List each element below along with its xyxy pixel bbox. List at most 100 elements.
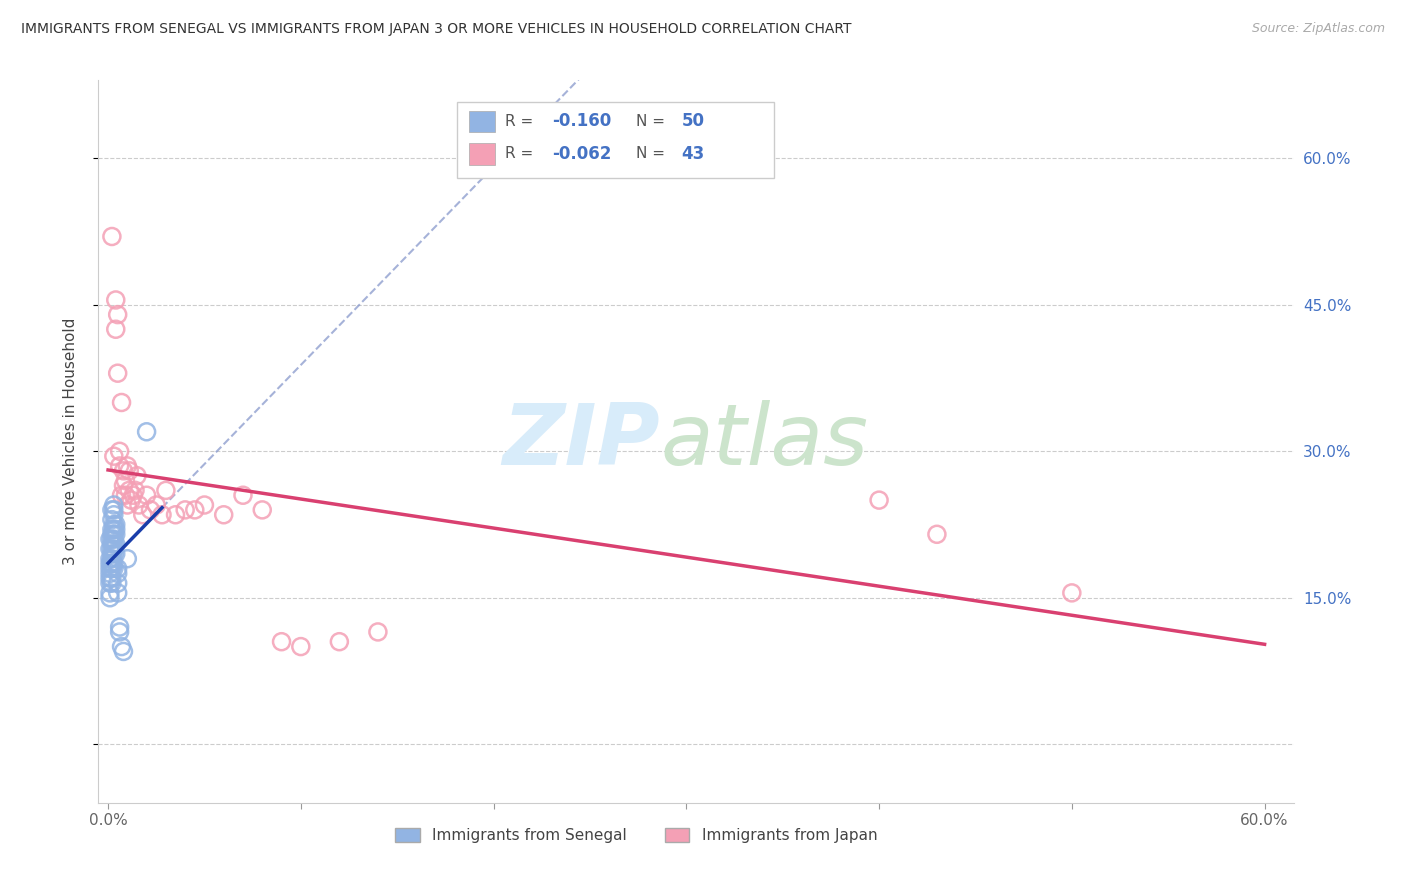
Point bbox=[103, 537, 125, 551]
Point bbox=[101, 527, 124, 541]
Text: -0.160: -0.160 bbox=[553, 112, 612, 130]
Point bbox=[112, 644, 135, 658]
Point bbox=[104, 537, 127, 551]
Point bbox=[135, 488, 157, 502]
Point bbox=[117, 458, 139, 473]
Text: -0.062: -0.062 bbox=[553, 145, 612, 163]
Point bbox=[98, 571, 121, 585]
Point bbox=[104, 523, 127, 537]
Point bbox=[98, 576, 121, 591]
Point bbox=[101, 537, 124, 551]
Point bbox=[98, 561, 121, 575]
Point bbox=[1060, 586, 1083, 600]
Point bbox=[117, 551, 139, 566]
Point bbox=[184, 503, 207, 517]
Legend: Immigrants from Senegal, Immigrants from Japan: Immigrants from Senegal, Immigrants from… bbox=[389, 822, 883, 849]
Point bbox=[270, 634, 292, 648]
Point bbox=[112, 478, 135, 492]
Point bbox=[103, 532, 125, 546]
Point bbox=[103, 527, 125, 541]
Point bbox=[108, 624, 131, 639]
Point bbox=[107, 308, 129, 322]
Point bbox=[101, 229, 124, 244]
Point bbox=[101, 532, 124, 546]
Point bbox=[104, 322, 127, 336]
Point bbox=[135, 425, 157, 439]
Point bbox=[104, 527, 127, 541]
Point bbox=[118, 483, 141, 498]
Point bbox=[103, 561, 125, 575]
Point bbox=[117, 498, 139, 512]
Point bbox=[101, 503, 124, 517]
Text: atlas: atlas bbox=[661, 400, 868, 483]
Bar bbox=[470, 111, 495, 132]
Point bbox=[212, 508, 235, 522]
Point bbox=[252, 503, 274, 517]
Point bbox=[107, 366, 129, 380]
Text: N =: N = bbox=[636, 146, 671, 161]
Point bbox=[124, 483, 146, 498]
Point bbox=[101, 513, 124, 527]
Point bbox=[114, 474, 136, 488]
Y-axis label: 3 or more Vehicles in Household: 3 or more Vehicles in Household bbox=[63, 318, 77, 566]
Point bbox=[98, 541, 121, 556]
Point bbox=[104, 293, 127, 307]
Text: N =: N = bbox=[636, 114, 671, 129]
Point bbox=[290, 640, 312, 654]
Point bbox=[165, 508, 187, 522]
Point bbox=[103, 503, 125, 517]
Point bbox=[101, 547, 124, 561]
Point bbox=[925, 527, 948, 541]
Text: IMMIGRANTS FROM SENEGAL VS IMMIGRANTS FROM JAPAN 3 OR MORE VEHICLES IN HOUSEHOLD: IMMIGRANTS FROM SENEGAL VS IMMIGRANTS FR… bbox=[21, 22, 852, 37]
Point bbox=[112, 464, 135, 478]
Point bbox=[101, 541, 124, 556]
Text: R =: R = bbox=[505, 114, 538, 129]
Point bbox=[103, 449, 125, 463]
Point bbox=[868, 493, 890, 508]
Point bbox=[107, 561, 129, 575]
Point bbox=[103, 517, 125, 532]
Point bbox=[120, 493, 142, 508]
Point bbox=[107, 576, 129, 591]
Point bbox=[104, 517, 127, 532]
Point bbox=[108, 458, 131, 473]
Point bbox=[103, 508, 125, 522]
Point bbox=[118, 464, 141, 478]
Point bbox=[101, 557, 124, 571]
Point bbox=[98, 557, 121, 571]
Point bbox=[101, 561, 124, 575]
FancyBboxPatch shape bbox=[457, 102, 773, 178]
Text: ZIP: ZIP bbox=[502, 400, 661, 483]
Point bbox=[174, 503, 197, 517]
Point bbox=[103, 557, 125, 571]
Point bbox=[367, 624, 389, 639]
Point bbox=[98, 551, 121, 566]
Point bbox=[150, 508, 173, 522]
Point bbox=[107, 586, 129, 600]
Point bbox=[98, 586, 121, 600]
Point bbox=[103, 547, 125, 561]
Point bbox=[101, 523, 124, 537]
Point bbox=[98, 532, 121, 546]
Point bbox=[155, 483, 177, 498]
Point bbox=[139, 503, 162, 517]
Point bbox=[98, 566, 121, 581]
Point bbox=[101, 551, 124, 566]
Point bbox=[328, 634, 350, 648]
Text: 50: 50 bbox=[682, 112, 704, 130]
Point bbox=[101, 576, 124, 591]
Point bbox=[104, 547, 127, 561]
Point bbox=[122, 488, 145, 502]
Point bbox=[232, 488, 254, 502]
Point bbox=[145, 498, 167, 512]
Point bbox=[108, 620, 131, 634]
Point bbox=[98, 591, 121, 605]
Bar bbox=[470, 143, 495, 165]
Point bbox=[193, 498, 215, 512]
Point bbox=[110, 395, 132, 409]
Point bbox=[125, 468, 148, 483]
Point bbox=[110, 640, 132, 654]
Text: Source: ZipAtlas.com: Source: ZipAtlas.com bbox=[1251, 22, 1385, 36]
Point bbox=[108, 444, 131, 458]
Point bbox=[103, 523, 125, 537]
